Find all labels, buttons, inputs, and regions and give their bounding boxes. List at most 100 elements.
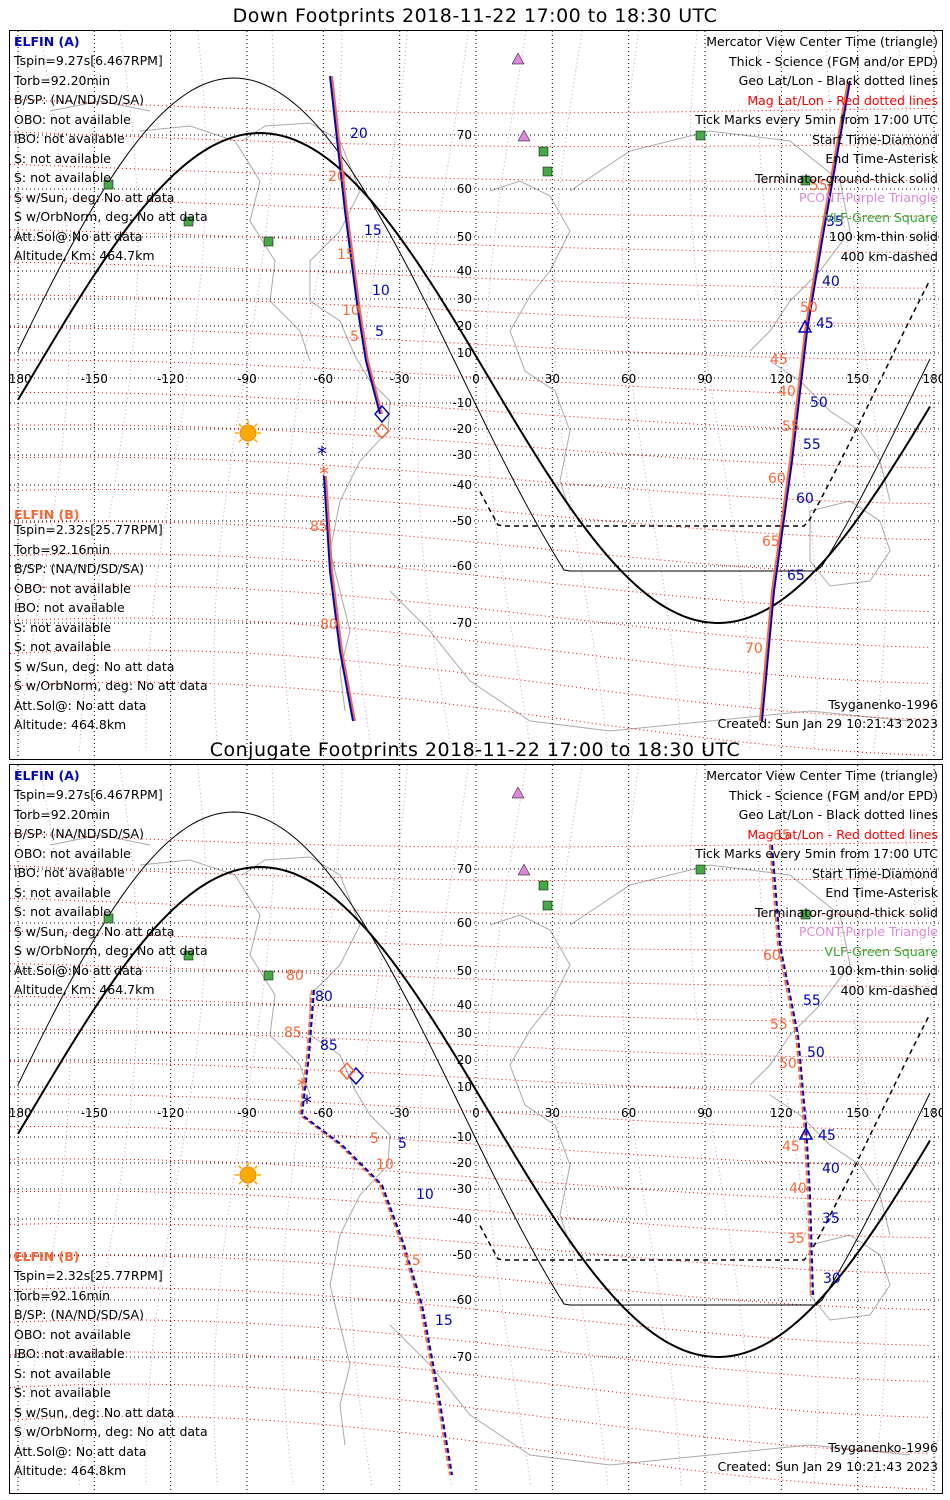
- x-tick-label: 150: [846, 372, 869, 386]
- info-line: S: not available: [14, 1365, 111, 1381]
- terminator-400km: [479, 279, 931, 527]
- coastline: [809, 1234, 891, 1321]
- coastline: [139, 859, 311, 1096]
- info-line: S w/Sun, deg: No att data: [14, 658, 175, 674]
- elfin-a-tick-label: 80: [315, 989, 333, 1005]
- map-canvas-2: -180 -150 -120 -90 -60 -30 0 30 60 90 120 150 180 70 6…: [10, 765, 942, 1493]
- x-tick-label: -180: [10, 1106, 32, 1120]
- elfin-a-tick-label: 10: [416, 1187, 434, 1203]
- vlf-square: [103, 179, 114, 190]
- info-line: S w/OrbNorm, deg: No att data: [14, 678, 208, 693]
- terminator-100km: [17, 77, 931, 572]
- pcont-triangle: [511, 52, 525, 65]
- elfin-b-track: [769, 844, 812, 1296]
- mag-lon-line: [825, 31, 887, 752]
- elfin-a-tick-label: 35: [822, 1211, 840, 1227]
- mag-lat-line: [10, 392, 931, 433]
- mag-lon-line: [213, 765, 275, 1486]
- elfin-a-track: [761, 80, 851, 722]
- mag-lon-line: [757, 31, 819, 752]
- info-line: Altitude, Km: 464.7km: [14, 248, 155, 263]
- sun-ray: [238, 438, 243, 443]
- coastline: [49, 100, 151, 112]
- pcont-triangle: [517, 129, 531, 142]
- info-line: OBO: not available: [14, 580, 131, 596]
- elfin-a-track: [771, 844, 814, 1296]
- info-line: IBO: not available: [14, 865, 125, 880]
- x-tick-label: -150: [81, 1106, 108, 1120]
- info-line: S: not available: [14, 170, 111, 185]
- vlf-square: [542, 166, 553, 177]
- elfin-a-tick-label: 85: [320, 1038, 338, 1054]
- mag-lon-line: [281, 765, 343, 1486]
- info-line: OBO: not available: [14, 1326, 131, 1342]
- elfin-b-tick-label: 50: [779, 1056, 797, 1072]
- info-line: S w/Sun, deg: No att data: [14, 923, 175, 939]
- elfin-b-tick-label: 85: [310, 519, 328, 535]
- center-triangle: [798, 1126, 814, 1140]
- mag-lon-line: [621, 31, 682, 752]
- elfin-b-tick-label: 10: [376, 1157, 394, 1173]
- elfin-b-tick-label: 65: [762, 534, 780, 550]
- y-tick-label: -70: [452, 1350, 472, 1364]
- elfin-b-label: ELFIN (B): [14, 507, 80, 522]
- info-line: S: not available: [14, 639, 111, 654]
- y-tick-label: 40: [457, 264, 472, 278]
- mag-lat-line: [10, 963, 930, 987]
- legend-item: VLF-Green Square: [824, 209, 938, 225]
- elfin-a-label: ELFIN (A): [14, 34, 80, 49]
- elfin-b-tick-label: 80: [320, 617, 338, 633]
- x-tick-label: -60: [314, 372, 334, 386]
- y-tick-label: 30: [457, 292, 472, 306]
- pcont-triangle: [517, 863, 531, 876]
- info-line: Torb=92.16min: [14, 1287, 111, 1303]
- legend-item: PCONT-Purple Triangle: [799, 924, 938, 939]
- elfin-a-tick-label: 45: [816, 316, 834, 332]
- elfin-a-tick-label: 15: [435, 1313, 453, 1329]
- mag-lon-line: [79, 31, 139, 752]
- coastline: [241, 122, 391, 712]
- panel-conjugate-footprints: -180 -150 -120 -90 -60 -30 0 30 60 90 120 150 180 70 6…: [9, 764, 943, 1494]
- elfin-a-tick-label: 50: [810, 395, 828, 411]
- mag-lon-line: [145, 31, 207, 752]
- info-line: Att.Sol@: No att data: [14, 697, 147, 713]
- mag-lon-line: [757, 765, 819, 1486]
- mag-lon-line: [79, 765, 139, 1486]
- info-line: OBO: not available: [14, 111, 131, 127]
- x-tick-label: -120: [157, 1106, 184, 1120]
- terminator-ground: [17, 865, 931, 1359]
- sun-ray: [253, 423, 258, 428]
- mag-lon-line: [16, 31, 71, 752]
- mag-lon-line: [553, 765, 609, 1486]
- sun-ray: [238, 423, 243, 428]
- x-tick-label: 60: [621, 1106, 636, 1120]
- vlf-square: [542, 900, 553, 911]
- elfin-b-tick-label: 35: [787, 1231, 805, 1247]
- info-line: Tspin=9.27s[6.467RPM]: [14, 787, 163, 802]
- x-tick-label: -180: [10, 372, 32, 386]
- legend-item: Start Time-Diamond: [811, 131, 938, 147]
- vlf-square: [183, 950, 194, 961]
- mag-lat-line: [10, 585, 931, 648]
- coastline: [241, 856, 391, 1446]
- sun-ray: [238, 1165, 243, 1170]
- y-tick-label: 50: [457, 230, 472, 244]
- elfin-a-tick-label: 20: [350, 126, 368, 142]
- y-tick-label: -40: [452, 478, 472, 492]
- x-tick-label: -30: [390, 1106, 410, 1120]
- x-tick-label: -150: [81, 372, 108, 386]
- legend-item: 400 km-dashed: [840, 248, 938, 264]
- vlf-square: [538, 146, 549, 157]
- info-line: S: not available: [14, 619, 111, 635]
- x-tick-label: 120: [770, 372, 793, 386]
- x-tick-label: 150: [846, 1106, 869, 1120]
- elfin-a-tick-label: 30: [823, 1271, 841, 1287]
- info-line: S: not available: [14, 1385, 111, 1400]
- elfin-a-tick-label: 50: [807, 1045, 825, 1061]
- elfin-a-tick-label: 35: [826, 214, 844, 230]
- mag-lat-line: [10, 930, 931, 951]
- elfin-a-tick-label: 55: [803, 993, 821, 1009]
- info-line: Att.Sol@: No att data: [14, 1443, 147, 1459]
- panel-1-title: Down Footprints 2018-11-22 17:00 to 18:3…: [232, 5, 718, 27]
- mag-lat-line: [10, 1093, 931, 1131]
